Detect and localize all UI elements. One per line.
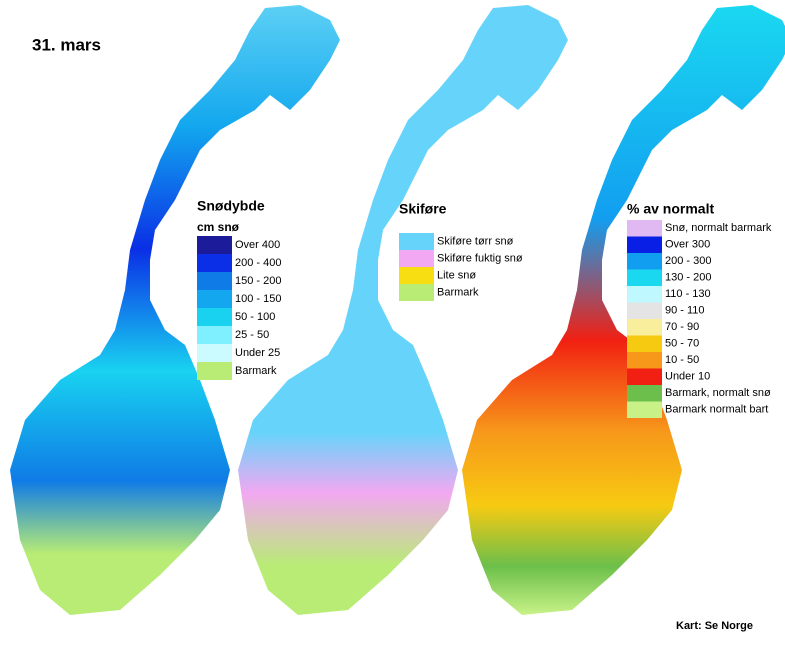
- legend-swatch: [627, 368, 662, 385]
- legend-swatch: [627, 319, 662, 336]
- legend-label: 70 - 90: [665, 321, 699, 333]
- legend-swatch: [197, 326, 232, 344]
- legend-swatch: [627, 220, 662, 237]
- legend-swatch: [627, 401, 662, 418]
- legend-label: 50 - 70: [665, 338, 699, 350]
- legend-label: Skiføre fuktig snø: [437, 252, 523, 264]
- legend-swatch: [627, 253, 662, 270]
- legend-label: Barmark normalt bart: [665, 404, 768, 416]
- credit: Kart: Se Norge: [676, 620, 753, 632]
- legend-swatch: [197, 236, 232, 254]
- legend-label: 10 - 50: [665, 354, 699, 366]
- legend-label: Over 400: [235, 239, 280, 251]
- legend-label: 150 - 200: [235, 275, 281, 287]
- legend-swatch: [399, 250, 434, 267]
- legend-label: 100 - 150: [235, 293, 281, 305]
- legend-swatch: [627, 286, 662, 303]
- legend-label: 25 - 50: [235, 329, 269, 341]
- legend-swatch: [627, 352, 662, 369]
- legend-subtitle: cm snø: [197, 220, 240, 234]
- legend-label: 200 - 300: [665, 255, 711, 267]
- date-title: 31. mars: [32, 35, 101, 54]
- legend-swatch: [399, 284, 434, 301]
- legend-swatch: [197, 290, 232, 308]
- legend-label: Under 10: [665, 371, 710, 383]
- legend-swatch: [197, 344, 232, 362]
- legend-swatch: [627, 335, 662, 352]
- legend-label: Barmark: [235, 365, 277, 377]
- legend-title: Snødybde: [197, 198, 265, 214]
- legend-label: Under 25: [235, 347, 280, 359]
- legend-title: % av normalt: [627, 201, 714, 217]
- legend-label: Skiføre tørr snø: [437, 235, 514, 247]
- legend-swatch: [399, 267, 434, 284]
- legend-swatch: [197, 272, 232, 290]
- legend-label: 50 - 100: [235, 311, 275, 323]
- legend-label: Barmark, normalt snø: [665, 387, 771, 399]
- legend-label: Lite snø: [437, 269, 476, 281]
- legend-swatch: [197, 308, 232, 326]
- legend-label: 200 - 400: [235, 257, 281, 269]
- legend-swatch: [627, 236, 662, 253]
- legend-label: 110 - 130: [665, 288, 711, 300]
- legend-swatch: [627, 302, 662, 319]
- legend-label: Snø, normalt barmark: [665, 222, 772, 234]
- legend-label: Barmark: [437, 286, 479, 298]
- legend-swatch: [197, 254, 232, 272]
- legend-title: Skiføre: [399, 201, 447, 217]
- legend-label: Over 300: [665, 239, 710, 251]
- legend-swatch: [627, 269, 662, 286]
- legend-swatch: [399, 233, 434, 250]
- legend-swatch: [197, 362, 232, 380]
- legend-swatch: [627, 385, 662, 402]
- legend-label: 130 - 200: [665, 272, 711, 284]
- legend-label: 90 - 110: [665, 305, 705, 317]
